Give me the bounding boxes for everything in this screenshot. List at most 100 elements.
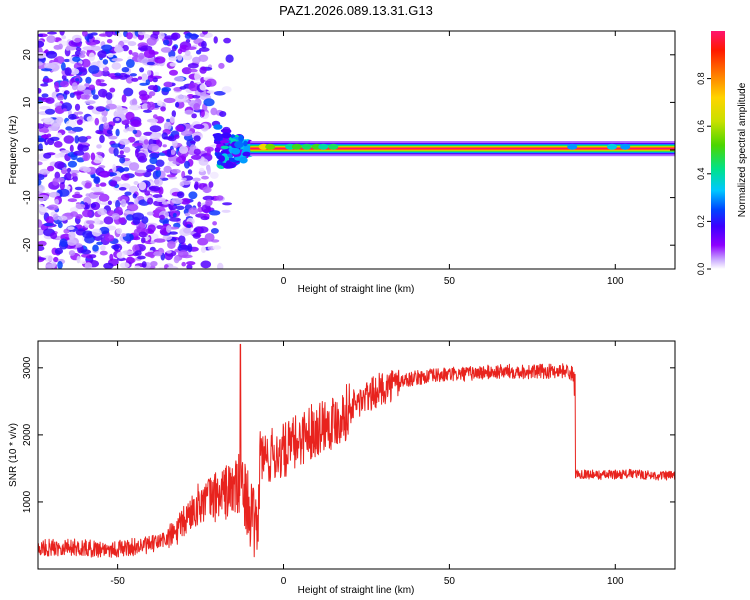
spectrogram-cell (167, 240, 176, 249)
spectrogram-cell (210, 228, 219, 234)
spectrogram-x-ticks: -50 0 50 100 (110, 31, 624, 287)
spectrogram-cell (166, 266, 179, 269)
spectrogram-cell (141, 73, 148, 82)
spectrogram-cell (214, 147, 221, 153)
spectrogram-cell (42, 78, 54, 83)
spectrogram-cell (38, 245, 45, 251)
spectrogram-cell (71, 82, 78, 91)
spectrogram-cell (145, 79, 150, 86)
spectrogram-cell (138, 231, 147, 238)
spectrogram-x-label: Height of straight line (km) (298, 284, 415, 295)
spectrogram-cell (115, 117, 120, 121)
colorbar-tick-label: 0.6 (696, 120, 706, 133)
spectrogram-cell (69, 92, 75, 98)
figure-title: PAZ1.2026.089.13.31.G13 (279, 3, 433, 18)
spectrogram-cell (38, 33, 44, 37)
spectrogram-cell (54, 56, 65, 65)
spectrogram-cell (77, 136, 88, 143)
spectrogram-cell (181, 177, 187, 181)
spectrogram-cell (63, 135, 75, 144)
spectrogram-cell (243, 145, 252, 153)
spectrogram-cell (82, 209, 92, 218)
spectrogram-cell (171, 139, 178, 147)
spectrogram-cell (115, 199, 121, 209)
spectrogram-cell (72, 56, 81, 62)
spectrogram-cell (76, 119, 83, 125)
spectrogram-cell (54, 171, 61, 180)
spectrogram-cell (143, 49, 156, 59)
spectrogram-cell (76, 255, 81, 264)
spectrogram-cell (208, 210, 221, 216)
spectrogram-cell (111, 58, 124, 62)
spectrogram-cell (218, 155, 225, 163)
spectrogram-cell (38, 219, 43, 228)
spectrogram-cell (129, 104, 142, 111)
spectrogram-cell (117, 32, 122, 38)
spectrogram-cell (291, 143, 302, 150)
spectrogram-cell (84, 100, 96, 105)
spectrogram-cell (101, 44, 113, 51)
spectrogram-cell (161, 132, 168, 140)
spectrogram-cell (127, 41, 137, 47)
spectrogram-cell (109, 87, 116, 93)
spectrogram-cell (38, 179, 42, 186)
spectrogram-cell (59, 238, 68, 247)
spectrogram-cell (148, 91, 156, 97)
spectrogram-cell (189, 68, 198, 73)
spectrogram-cell (40, 83, 49, 87)
spectrogram-cell (170, 32, 181, 40)
spectrogram-cell (143, 139, 149, 145)
spectrogram-cell (213, 36, 218, 44)
spectrogram-cell (227, 153, 234, 159)
spectrogram-cell (121, 233, 127, 237)
spectrogram-cell (54, 81, 60, 90)
colorbar-ticks: 0.0 0.2 0.4 0.6 0.8 (696, 72, 711, 275)
spectrogram-cell (153, 251, 163, 257)
spectrogram-cell (134, 197, 139, 206)
spectrogram-cell (196, 49, 202, 55)
spectrogram-cell (177, 191, 185, 199)
spectrogram-cell (110, 143, 121, 148)
colorbar-tick-label: 0.8 (696, 72, 706, 85)
spectrogram-cell (149, 132, 161, 140)
colorbar: 0.0 0.2 0.4 0.6 0.8 Normalized spectral ampl… (696, 31, 748, 275)
snr-series-line (38, 343, 675, 558)
spectrogram-cell (125, 59, 135, 68)
spectrogram-cell (149, 233, 159, 241)
spectrogram-cell (66, 238, 77, 246)
spectrogram-cell (38, 123, 45, 129)
spectrogram-cell (54, 161, 65, 170)
spectrogram-cell (220, 140, 230, 144)
spectrogram-cell (57, 261, 63, 269)
spectrogram-cell (223, 37, 232, 44)
spectrogram-cell (92, 154, 104, 164)
spectrogram-cell (168, 231, 178, 235)
spectrogram-cell (47, 204, 59, 211)
spectrogram-cell (57, 95, 64, 101)
spectrogram-cell (38, 132, 45, 136)
spectrogram-cell (265, 143, 276, 150)
spectrogram-cell (97, 88, 108, 98)
spectrogram-cell (132, 129, 138, 134)
spectrogram-cell (155, 159, 165, 167)
spectrogram-cell (213, 91, 226, 96)
spectrogram-panel: -50 0 50 100 -20 -10 0 10 20 Height of straight… (8, 30, 676, 295)
spectrogram-cell (67, 160, 77, 168)
x-tick-label: -50 (110, 576, 125, 587)
spectrogram-cell (62, 108, 67, 112)
spectrogram-cell (163, 97, 176, 104)
spectrogram-cell (199, 83, 207, 91)
spectrogram-cell (191, 113, 197, 119)
spectrogram-cell (47, 125, 59, 131)
spectrogram-cell (200, 216, 210, 221)
spectrogram-cell (143, 109, 152, 113)
spectrogram-cell (160, 47, 172, 53)
spectrogram-cell (111, 244, 120, 250)
snr-x-ticks: -50 0 50 100 (110, 341, 624, 587)
spectrogram-cell (54, 153, 61, 159)
spectrogram-cell (81, 180, 87, 186)
spectrogram-cell (111, 62, 122, 70)
spectrogram-cell (73, 91, 84, 95)
spectrogram-cell (117, 107, 128, 114)
spectrogram-y-ticks: -20 -10 0 10 20 (22, 49, 675, 252)
